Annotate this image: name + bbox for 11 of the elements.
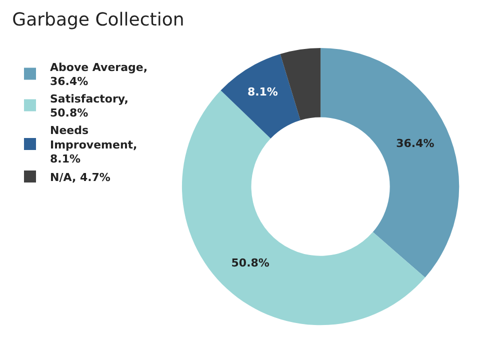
data-label: 8.1% (247, 86, 278, 99)
legend-label: Satisfactory, 50.8% (50, 92, 128, 120)
data-label: 50.8% (231, 256, 270, 270)
legend-label: Needs Improvement, 8.1% (50, 124, 138, 166)
legend-label: N/A, 4.7% (50, 170, 110, 184)
donut-slice (320, 48, 460, 278)
data-label: 36.4% (396, 136, 434, 150)
donut-slice (280, 48, 321, 120)
legend-label: Above Average, 36.4% (50, 60, 148, 88)
chart-title: Garbage Collection (12, 10, 184, 31)
donut-slice (220, 54, 300, 138)
